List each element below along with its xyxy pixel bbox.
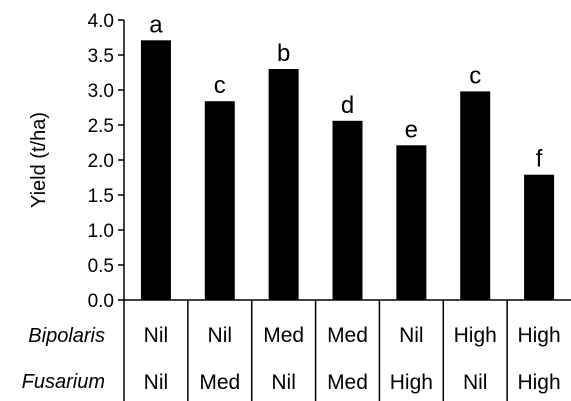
category-fusarium-label: High [517,371,560,394]
category-fusarium-label: Nil [144,371,169,394]
bar [524,174,555,300]
significance-letter: c [214,72,226,99]
bar [268,69,299,300]
y-tick-label: 0.0 [88,291,114,312]
category-bipolaris-label: High [454,324,497,347]
y-tick-label: 3.0 [88,81,114,102]
category-fusarium-label: Med [199,371,240,394]
y-tick-label: 4.0 [88,11,114,32]
row-label-bipolaris: Bipolaris [28,325,105,347]
significance-letter: e [405,116,418,143]
significance-labels: a c b d e c f [149,11,542,172]
category-bipolaris-label: Med [263,324,304,347]
category-bipolaris-label: Nil [144,324,169,347]
category-fusarium-label: Nil [463,371,488,394]
category-fusarium-label: High [390,371,433,394]
bar [140,40,171,301]
category-bipolaris-label: Nil [208,324,233,347]
y-tick-label: 2.5 [88,116,114,137]
y-tick-label: 0.5 [88,256,114,277]
category-bipolaris-label: Med [327,324,368,347]
bar [332,120,363,300]
category-fusarium-label: Nil [271,371,296,394]
bar [204,101,235,300]
y-tick-label: 1.0 [88,221,114,242]
y-axis-label: Yield (t/ha) [28,112,50,208]
significance-letter: a [149,11,163,38]
y-tick-label: 3.5 [88,46,114,67]
bars [140,40,555,301]
significance-letter: b [277,40,290,67]
category-bipolaris-label: High [517,324,560,347]
bar [460,91,491,301]
significance-letter: d [341,92,354,119]
significance-letter: f [536,146,543,173]
row-label-fusarium: Fusarium [22,371,105,393]
significance-letter: c [469,62,481,89]
y-tick-label: 1.5 [88,186,114,207]
category-table: Nil Nil Nil Med Med Nil Med Med Nil High High Nil Hi… [123,300,561,401]
category-bipolaris-label: Nil [399,324,424,347]
category-fusarium-label: Med [327,371,368,394]
y-tick-label: 2.0 [88,151,114,172]
bar [396,145,427,300]
y-axis: 0.0 0.5 1.0 1.5 2.0 2.5 3.0 3.5 4.0 [88,11,571,312]
